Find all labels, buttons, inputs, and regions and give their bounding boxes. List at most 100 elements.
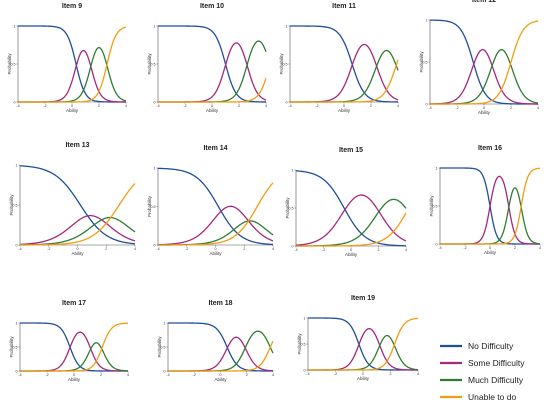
y-tick-label: 1	[16, 163, 18, 167]
series-much-difficulty	[430, 49, 539, 105]
series-some-difficulty	[20, 331, 128, 372]
series-unable-to-do	[158, 182, 274, 246]
x-tick-label: -2	[193, 373, 196, 377]
series-much-difficulty	[18, 46, 127, 103]
y-tick-label: 0	[154, 100, 156, 104]
x-axis-label: Ability	[68, 377, 81, 382]
x-tick-label: -2	[334, 372, 337, 376]
y-axis-label: Probability	[157, 336, 162, 358]
y-tick-label: 0.5	[151, 205, 156, 209]
series-no-difficulty	[20, 322, 128, 372]
x-tick-label: -4	[438, 246, 441, 250]
x-tick-label: 4	[134, 247, 136, 251]
series-much-difficulty	[158, 40, 267, 103]
y-axis-label: Probability	[7, 53, 12, 75]
chart-title: Item 11	[332, 3, 356, 10]
y-tick-label: 0	[426, 102, 428, 106]
y-axis-label: Probability	[429, 195, 434, 217]
series-much-difficulty	[440, 187, 541, 245]
x-tick-label: -4	[18, 247, 21, 251]
series-unable-to-do	[20, 322, 129, 372]
series-unable-to-do	[20, 182, 136, 246]
x-tick-label: -4	[288, 104, 291, 108]
x-tick-label: 4	[405, 248, 407, 252]
x-tick-label: 2	[238, 104, 240, 108]
chart-title: Item 17	[62, 300, 86, 307]
chart-panel: Item 11 -4 -2 0 2 4 0 0.5 1 Ability Probability	[279, 3, 399, 113]
x-tick-label: -4	[156, 104, 159, 108]
chart-title: Item 19	[351, 295, 375, 302]
x-tick-label: 0	[71, 104, 73, 108]
y-tick-label: 1	[292, 168, 294, 172]
x-tick-label: 4	[272, 373, 274, 377]
y-axis-label: Probability	[279, 53, 284, 75]
chart-panel: Item 18 -4 -2 0 2 4 0 0.5 1 Ability Probability	[157, 300, 274, 382]
x-tick-label: 2	[514, 246, 516, 250]
x-tick-label: 2	[98, 104, 100, 108]
y-axis-label: Probability	[147, 195, 152, 217]
series-some-difficulty	[308, 327, 418, 371]
x-tick-label: 0	[489, 246, 491, 250]
chart-panel: Item 16 -4 -2 0 2 4 0 0.5 1 Ability Probability	[429, 145, 541, 255]
x-tick-label: -2	[463, 246, 466, 250]
series-unable-to-do	[290, 59, 399, 103]
x-axis-label: Ability	[345, 252, 358, 257]
x-tick-label: -4	[306, 372, 309, 376]
x-tick-label: -4	[18, 373, 21, 377]
x-tick-label: 2	[510, 106, 512, 110]
y-tick-label: 0	[286, 100, 288, 104]
series-no-difficulty	[429, 19, 538, 105]
series-no-difficulty	[158, 25, 267, 103]
series-some-difficulty	[168, 336, 274, 372]
x-tick-label: 2	[105, 247, 107, 251]
y-tick-label: 0.5	[151, 62, 156, 66]
y-tick-label: 0.5	[301, 342, 306, 346]
y-tick-label: 1	[154, 24, 156, 28]
x-tick-label: 4	[417, 372, 419, 376]
chart-panel: Item 17 -4 -2 0 2 4 0 0.5 1 Ability Probability	[9, 300, 129, 382]
y-tick-label: 0.5	[13, 203, 18, 207]
x-axis-label: Ability	[214, 377, 227, 382]
y-tick-label: 0	[164, 369, 166, 373]
series-some-difficulty	[19, 214, 136, 246]
series-no-difficulty	[18, 25, 126, 103]
x-axis-label: Ability	[484, 250, 497, 255]
x-tick-label: -4	[428, 106, 431, 110]
series-much-difficulty	[308, 334, 419, 371]
x-tick-label: 4	[265, 104, 267, 108]
series-much-difficulty	[168, 330, 274, 372]
x-tick-label: 0	[73, 373, 75, 377]
series-no-difficulty	[168, 322, 273, 372]
x-axis-label: Ability	[357, 376, 370, 381]
y-tick-label: 0.5	[161, 345, 166, 349]
y-axis-label: Probability	[297, 333, 302, 355]
y-tick-label: 0.5	[13, 345, 18, 349]
chart-title: Item 15	[339, 147, 363, 154]
y-tick-label: 0	[16, 369, 18, 373]
x-tick-label: 0	[483, 106, 485, 110]
y-tick-label: 1	[426, 18, 428, 22]
series-unable-to-do	[440, 167, 541, 245]
chart-title: Item 9	[62, 3, 82, 10]
x-tick-label: 2	[370, 104, 372, 108]
y-tick-label: 0	[154, 243, 156, 247]
series-some-difficulty	[295, 194, 407, 246]
chart-panel: Item 9 -4 -2 0 2 4 0 0.5 1 Ability Probability	[7, 3, 127, 113]
x-tick-label: -4	[166, 373, 169, 377]
series-no-difficulty	[308, 317, 418, 371]
x-axis-label: Ability	[478, 110, 491, 115]
series-no-difficulty	[295, 170, 407, 247]
legend-label: Some Difficulty	[468, 358, 525, 368]
series-some-difficulty	[157, 205, 274, 246]
chart-title: Item 18	[208, 300, 232, 307]
y-tick-label: 0.5	[289, 206, 294, 210]
chart-panel: Item 19 -4 -2 0 2 4 0 0.5 1 Ability Probability	[297, 295, 419, 381]
x-axis-label: Ability	[66, 108, 79, 113]
series-unable-to-do	[18, 26, 127, 103]
y-axis-label: Probability	[419, 51, 424, 73]
x-tick-label: 0	[350, 248, 352, 252]
legend-label: Much Difficulty	[468, 375, 524, 385]
y-axis-label: Probability	[9, 336, 14, 358]
y-tick-label: 1	[304, 316, 306, 320]
